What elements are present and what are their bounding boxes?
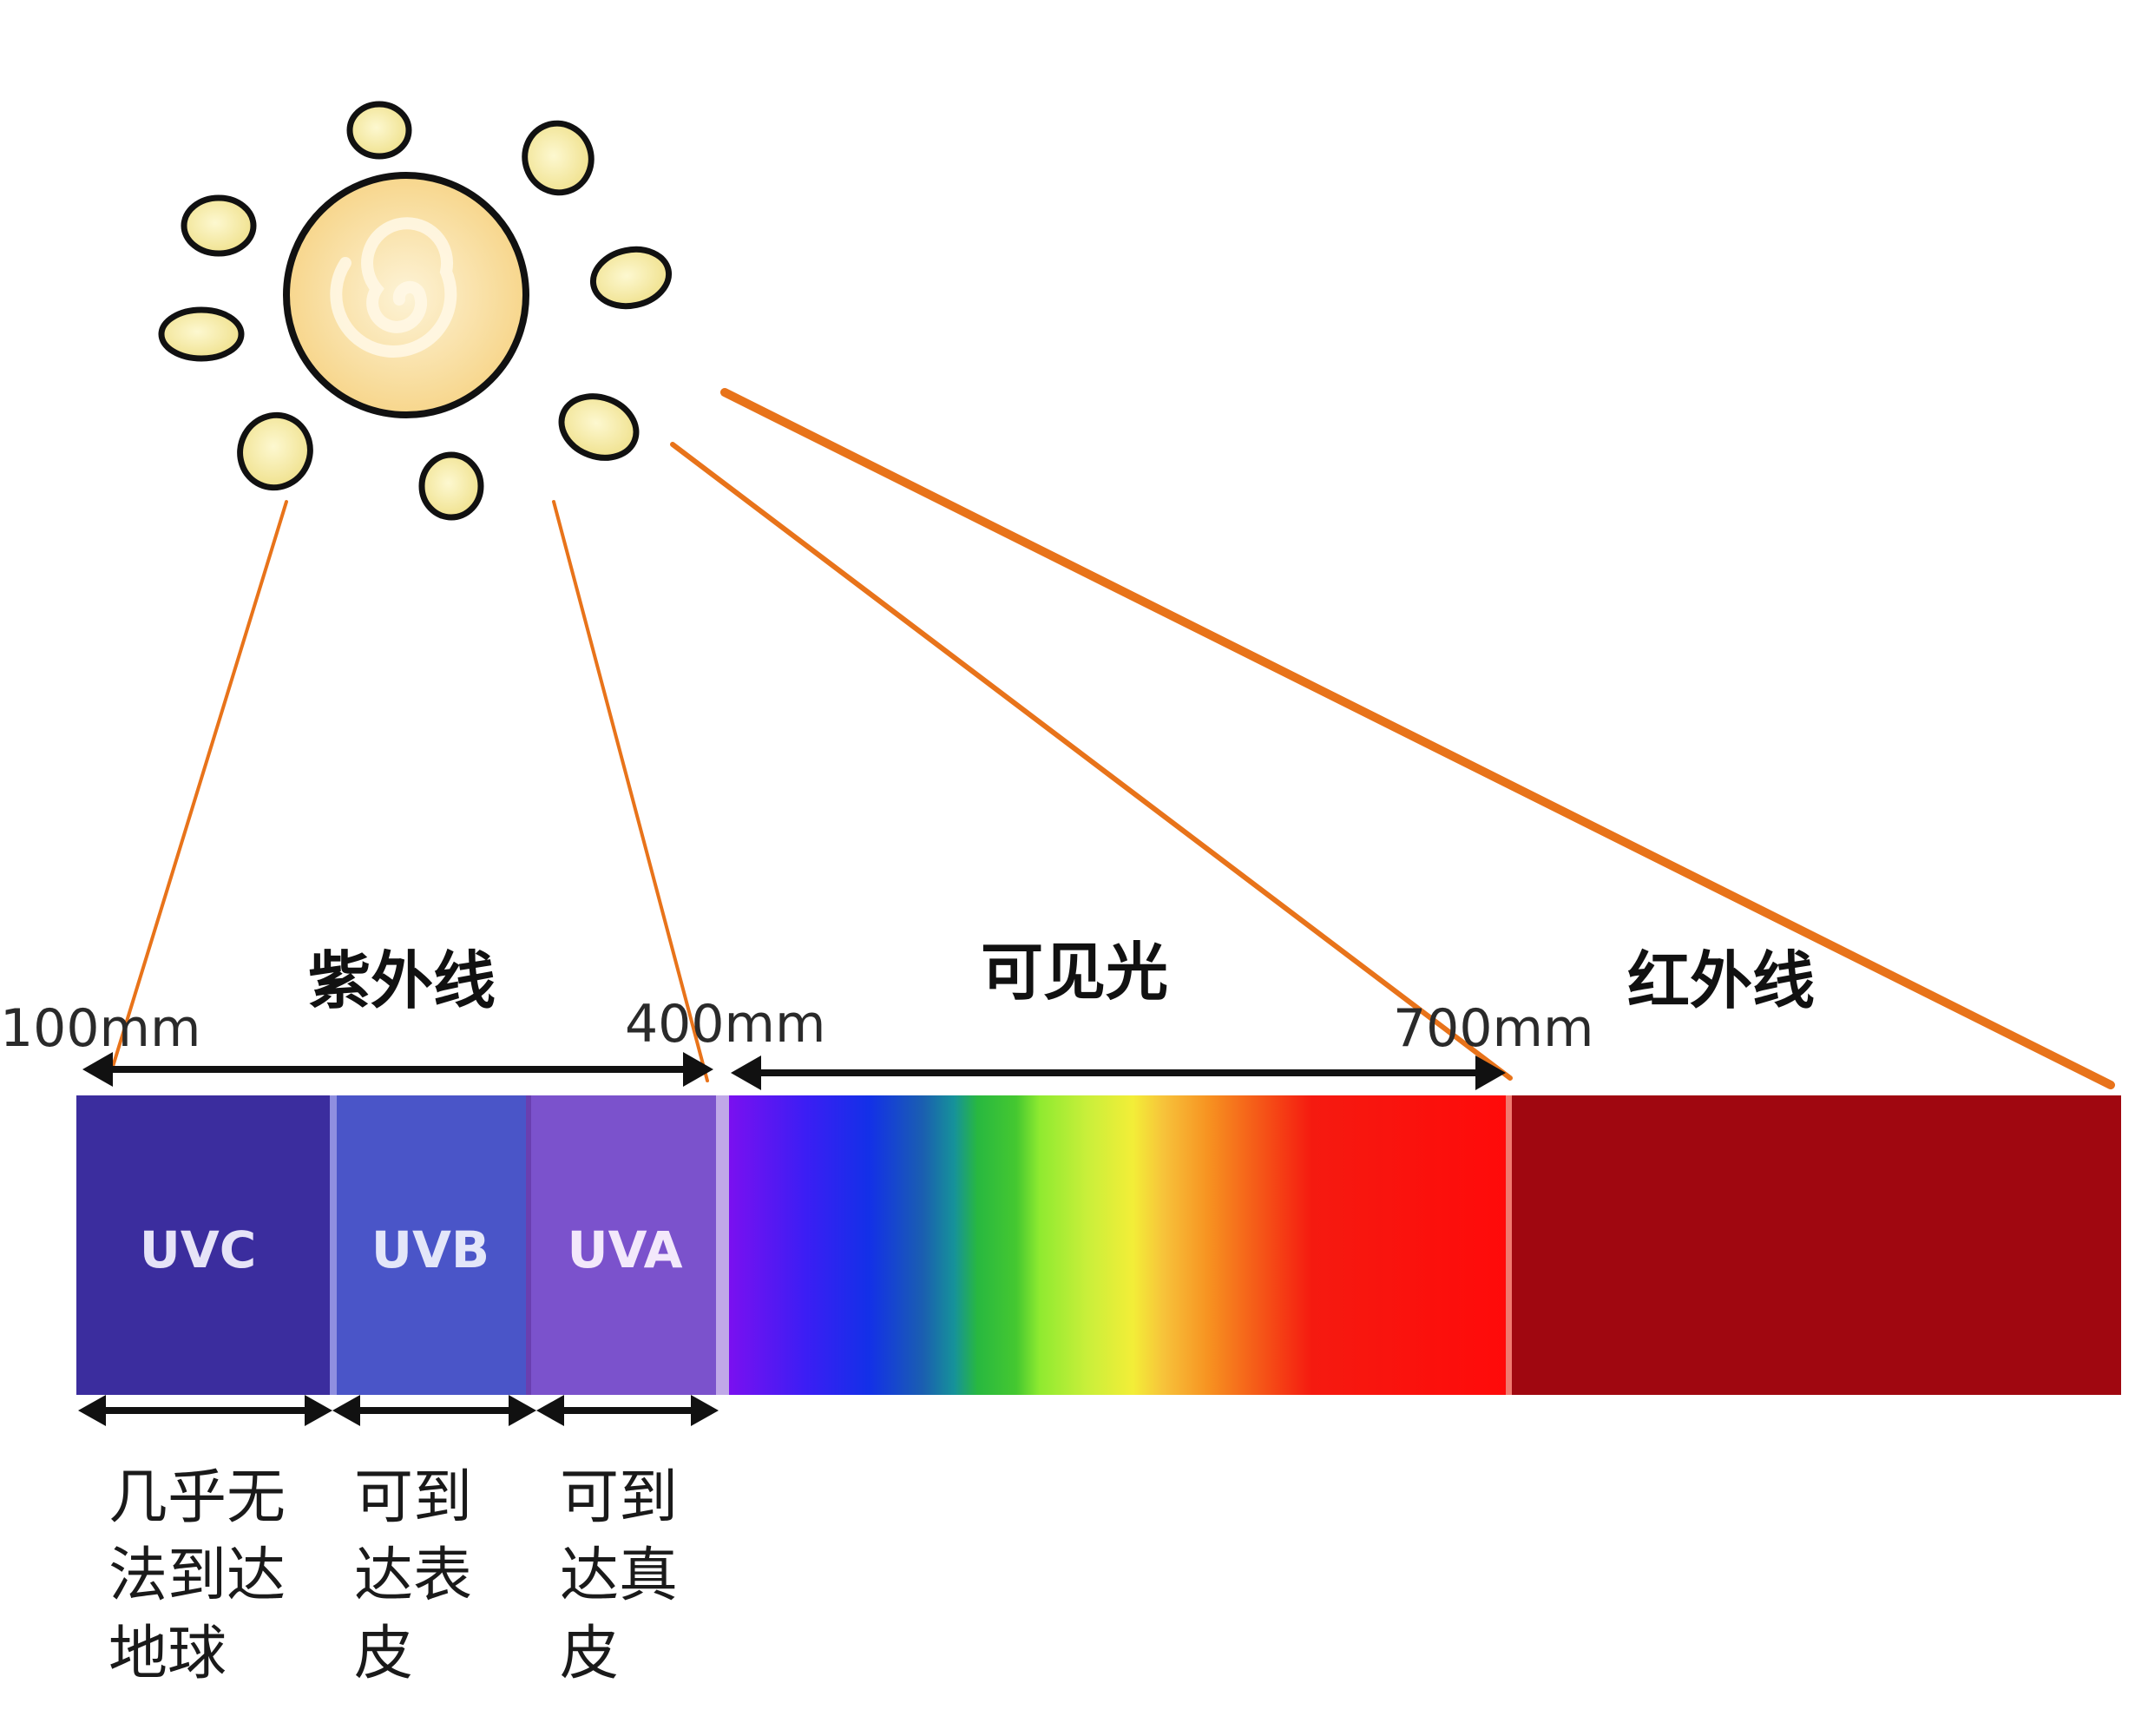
uva-note-line: 可到 [560, 1463, 678, 1532]
ray-line [552, 500, 709, 1082]
uv-header: 紫外线 [308, 944, 496, 1017]
uvc-note-line: 地球 [108, 1620, 227, 1688]
uva-note-line: 皮 [560, 1620, 619, 1688]
band-divider [330, 1095, 337, 1395]
uvb-note-line: 达表 [354, 1542, 472, 1610]
band-divider [526, 1095, 531, 1395]
uvc-label: UVC [140, 1220, 257, 1279]
sun-petal [418, 451, 484, 521]
infrared-header: 红外线 [1627, 944, 1815, 1017]
sun-disc [283, 172, 529, 418]
visible-header: 可见光 [981, 936, 1168, 1009]
spectrum-bar [76, 1095, 2121, 1395]
uvc-note: 几乎无 法到达 地球 [108, 1463, 286, 1688]
uvb-range-arrow [332, 1395, 536, 1426]
sun-petal [589, 246, 673, 310]
band-divider [1506, 1095, 1512, 1395]
tick-label-400: 400mm [625, 994, 825, 1055]
uvc-range-arrow [78, 1395, 332, 1426]
infrared-band [1512, 1095, 2121, 1395]
sun-petal [237, 411, 313, 491]
band-divider [716, 1095, 729, 1395]
uva-note: 可到 达真 皮 [560, 1463, 678, 1688]
sun-petal [346, 101, 412, 160]
ray-line [107, 500, 288, 1082]
sun-icon [158, 101, 673, 521]
visible-range-arrow [731, 1055, 1506, 1090]
uva-range-arrow [536, 1395, 719, 1426]
ray-line [670, 442, 1513, 1081]
sun-petal [158, 306, 245, 362]
uvb-note-line: 可到 [354, 1463, 472, 1532]
uva-label: UVA [568, 1220, 683, 1279]
uva-band [531, 1095, 716, 1395]
uvb-band [337, 1095, 526, 1395]
uvb-label: UVB [371, 1220, 489, 1279]
uvc-note-line: 法到达 [108, 1542, 286, 1610]
tick-label-700: 700mm [1393, 998, 1593, 1059]
sun-petal [522, 120, 595, 196]
tick-label-100: 100mm [0, 998, 200, 1059]
uvb-note-line: 皮 [354, 1620, 413, 1688]
uv-range-arrow [82, 1052, 713, 1087]
ray-line [720, 388, 2115, 1089]
sun-rays [107, 388, 2115, 1089]
visible-band [729, 1095, 1506, 1395]
sun-spiral [330, 217, 457, 358]
uvc-band [76, 1095, 330, 1395]
uvc-note-line: 几乎无 [108, 1463, 286, 1532]
uvb-note: 可到 达表 皮 [354, 1463, 472, 1688]
sun-petal [558, 393, 640, 461]
sun-petal [181, 194, 257, 257]
uva-note-line: 达真 [560, 1542, 678, 1610]
